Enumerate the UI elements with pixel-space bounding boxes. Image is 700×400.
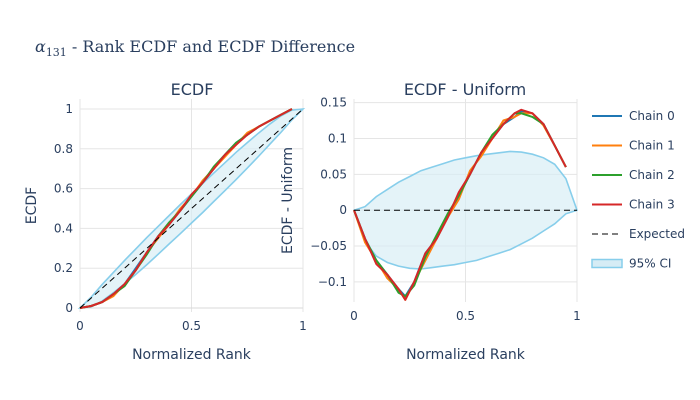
y-axis-title: ECDF <box>24 187 40 224</box>
ecdf-difference-panel: 0 0.5 1 −0.1 −0.05 0 0.05 0.1 0.15 ECDF - Uniform… <box>280 80 581 363</box>
legend-swatch-band <box>591 258 623 269</box>
y-tick-label: 0.6 <box>54 182 73 196</box>
y-tick-label: 0.8 <box>54 142 73 156</box>
x-axis-title: Normalized Rank <box>406 347 526 363</box>
series-line-chain-3 <box>79 108 293 309</box>
legend-item: Chain 0 <box>592 109 675 123</box>
y-tick-label: 0 <box>339 203 347 217</box>
legend-item: Chain 3 <box>592 198 675 212</box>
legend-label: Chain 3 <box>629 198 675 212</box>
x-tick-label: 0 <box>76 319 84 333</box>
panel-title: ECDF <box>171 80 214 99</box>
legend-label: Chain 2 <box>629 168 675 182</box>
legend-item: Chain 2 <box>592 168 675 182</box>
y-tick-label: 0.05 <box>320 167 347 181</box>
y-tick-label: 0.4 <box>54 221 73 235</box>
series-line-chain-3 <box>353 108 567 301</box>
x-tick-label: 0.5 <box>182 319 201 333</box>
y-tick-label: −0.1 <box>318 275 347 289</box>
legend-label: Chain 1 <box>629 139 675 153</box>
x-tick-label: 0 <box>350 309 358 323</box>
y-tick-label: −0.05 <box>310 239 347 253</box>
legend-label: Chain 0 <box>629 109 675 123</box>
legend-item: Chain 1 <box>592 139 675 153</box>
legend-item: 95% CI <box>591 257 671 271</box>
legend: Chain 0 Chain 1 Chain 2 Chain 3 Expected 95% … <box>591 109 685 271</box>
x-tick-label: 0.5 <box>456 309 475 323</box>
y-axis-title: ECDF - Uniform <box>280 147 296 254</box>
legend-item: Expected <box>592 227 685 241</box>
x-tick-label: 1 <box>573 309 581 323</box>
y-tick-label: 0.2 <box>54 261 73 275</box>
y-tick-label: 0.1 <box>328 131 347 145</box>
y-tick-label: 0.15 <box>320 96 347 110</box>
figure-title: α131 - Rank ECDF and ECDF Difference <box>35 37 355 59</box>
ecdf-panel: 0 0.5 1 0 0.2 0.4 0.6 0.8 1 ECDF Normalized Rank EC… <box>24 80 307 363</box>
y-tick-label: 0 <box>65 301 73 315</box>
x-tick-label: 1 <box>299 319 307 333</box>
legend-label: Expected <box>629 227 685 241</box>
y-tick-label: 1 <box>65 102 73 116</box>
x-axis-title: Normalized Rank <box>132 347 252 363</box>
panel-title: ECDF - Uniform <box>404 80 526 99</box>
legend-label: 95% CI <box>629 257 671 271</box>
